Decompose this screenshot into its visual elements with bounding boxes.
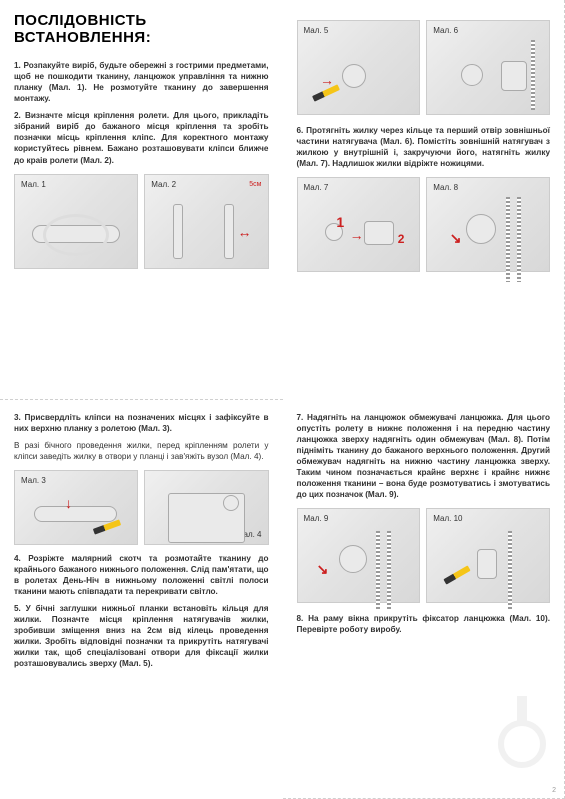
dimension-label: 5см [249,181,261,188]
step-5: 5. У бічні заглушки нижньої планки встан… [14,603,269,669]
step-3: 3. Присвердліть кліпси на позначених міс… [14,412,269,434]
figure-3: Мал. 3 ↓ [14,470,138,545]
arrow-icon: ↓ [65,495,72,511]
arrow-1-icon: 1 [336,214,344,230]
arrow-icon: ↘ [450,230,462,247]
page-number: 2 [552,787,556,794]
figure-7: Мал. 7 1 2 → [297,177,421,272]
figure-1: Мал. 1 [14,174,138,269]
step-1: 1. Розпакуйте виріб, будьте обережні з г… [14,60,269,104]
quadrant-bottom-left: 3. Присвердліть кліпси на позначених міс… [0,400,283,799]
diagram-icon: ↘ [433,192,543,265]
figure-4: Мал. 4 [144,470,268,545]
fig-row-5-6: Мал. 5 → Мал. 6 [297,20,551,115]
diagram-icon [21,189,131,262]
fig-row-1-2: Мал. 1 Мал. 2 5см ↔ [14,174,269,269]
step-3b: В разі бічного проведення жилки, перед к… [14,440,269,462]
figure-5: Мал. 5 → [297,20,421,115]
step-4: 4. Розріжте малярний скотч та розмотайте… [14,553,269,597]
diagram-icon: → [304,35,414,108]
page-title: ПОСЛІДОВНІСТЬ ВСТАНОВЛЕННЯ: [14,12,269,46]
step-2: 2. Визначте місця кріплення ролети. Для … [14,110,269,165]
watermark-icon [498,720,546,768]
fig-row-3-4: Мал. 3 ↓ Мал. 4 [14,470,269,545]
diagram-icon: ↓ [21,485,131,538]
diagram-icon: ↘ [304,523,414,596]
arrow-icon: ↘ [317,561,329,578]
figure-10: Мал. 10 [426,508,550,603]
arrow-icon: → [350,227,364,243]
figure-9: Мал. 9 ↘ [297,508,421,603]
quadrant-bottom-right: 7. Надягніть на ланцюжок обмежувачі ланц… [283,400,565,799]
fig-row-9-10: Мал. 9 ↘ Мал. 10 [297,508,551,603]
fig-row-7-8: Мал. 7 1 2 → Мал. 8 ↘ [297,177,551,272]
quadrant-top-right: Мал. 5 → Мал. 6 6. Протягніть жилку чере… [283,0,565,400]
diagram-icon [433,35,543,108]
diagram-icon: 1 2 → [304,192,414,265]
figure-2: Мал. 2 5см ↔ [144,174,268,269]
figure-8: Мал. 8 ↘ [426,177,550,272]
step-7: 7. Надягніть на ланцюжок обмежувачі ланц… [297,412,551,501]
arrow-icon: → [320,72,334,88]
arrow-2-icon: 2 [398,232,405,246]
diagram-icon: ↔ [151,189,261,262]
step-6: 6. Протягніть жилку через кільце та перш… [297,125,551,169]
quadrant-top-left: ПОСЛІДОВНІСТЬ ВСТАНОВЛЕННЯ: 1. Розпакуйт… [0,0,283,400]
arrow-icon: ↔ [238,224,252,240]
diagram-icon [151,485,261,538]
diagram-icon [433,523,543,596]
figure-6: Мал. 6 [426,20,550,115]
step-8: 8. На раму вікна прикрутіть фіксатор лан… [297,613,551,635]
